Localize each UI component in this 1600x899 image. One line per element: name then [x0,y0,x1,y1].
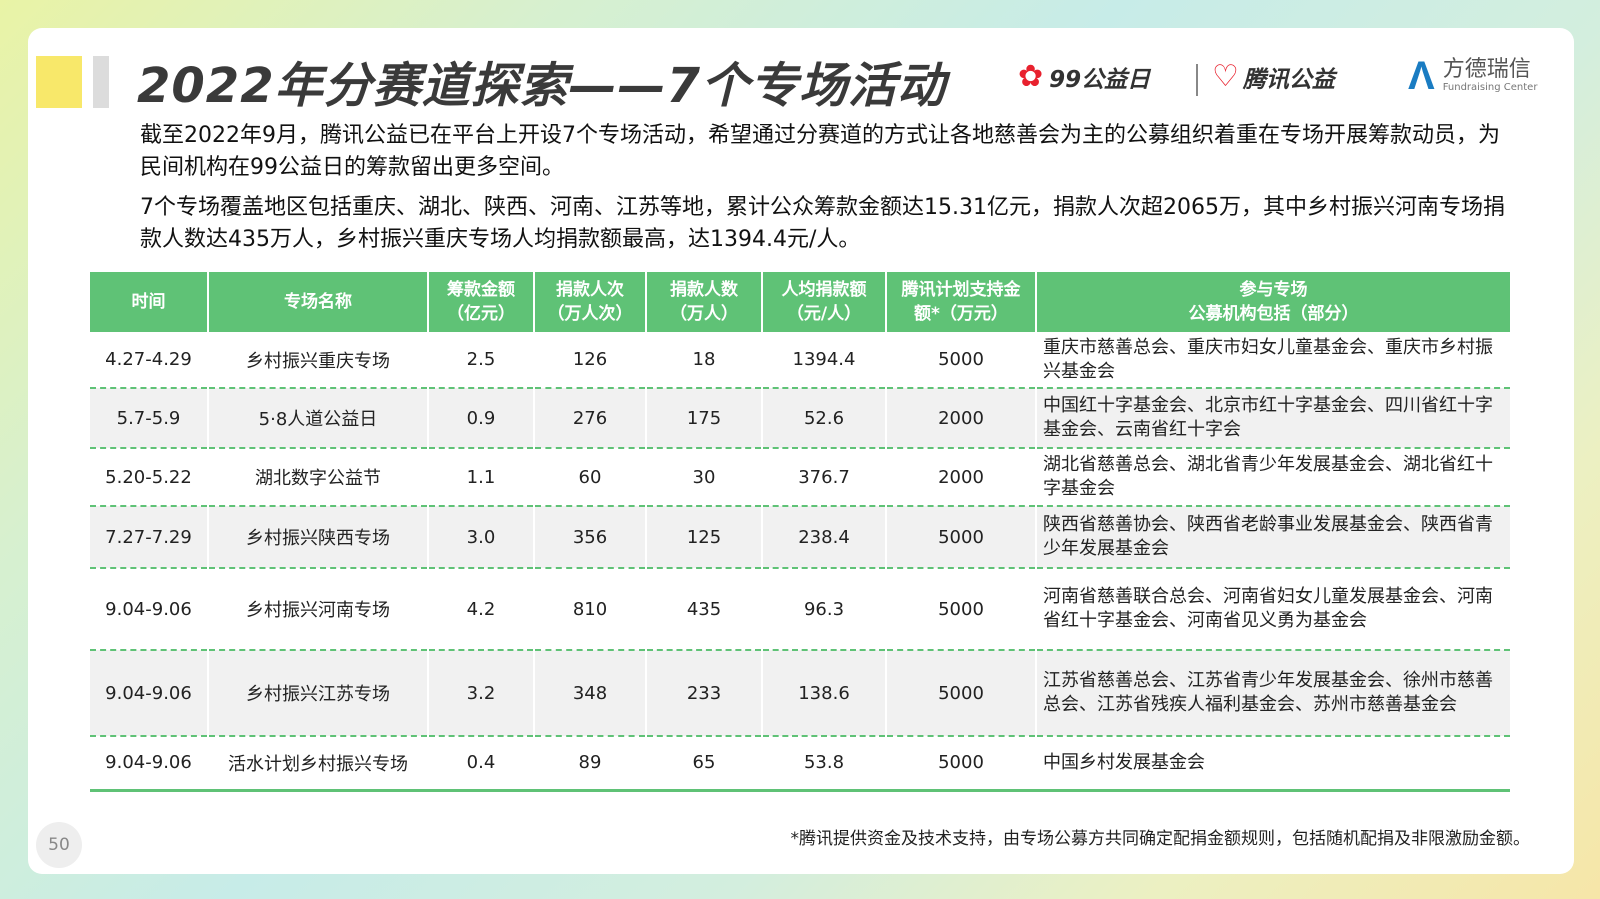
a-logo-icon: Λ [1408,54,1435,98]
cell-donations: 60 [533,448,646,507]
header-name: 专场名称 [207,272,428,332]
cell-time: 9.04-9.06 [90,650,208,737]
logo-fundraising-center: Λ 方德瑞信 Fundraising Center [1408,56,1537,96]
header-per-capita: 人均捐款额 （元/人） [761,272,886,332]
header-donors: 捐款人数 （万人） [645,272,762,332]
cell-orgs: 江苏省慈善总会、江苏省青少年发展基金会、徐州市慈善总会、江苏省残疾人福利基金会、… [1035,650,1510,737]
cell-per-capita: 238.4 [761,506,886,569]
activities-table: 时间 专场名称 筹款金额 （亿元） 捐款人次 （万人次） 捐款人数 （万人） 人… [90,272,1510,792]
cell-donors: 65 [645,736,762,792]
slide-title: 2022年分赛道探索——7个专场活动 [137,58,946,114]
cell-name: 乡村振兴重庆专场 [207,332,428,389]
cell-support: 5000 [885,506,1036,569]
cell-per-capita: 96.3 [761,568,886,651]
table-row: 7.27-7.29 乡村振兴陕西专场 3.0 356 125 238.4 500… [90,506,1510,569]
cell-per-capita: 376.7 [761,448,886,507]
cell-donors: 233 [645,650,762,737]
cell-donors: 175 [645,388,762,449]
cell-donations: 89 [533,736,646,792]
header-amount: 筹款金额 （亿元） [427,272,534,332]
cell-name: 湖北数字公益节 [207,448,428,507]
header-support: 腾讯计划支持金 额*（万元） [885,272,1036,332]
cell-orgs: 中国乡村发展基金会 [1035,736,1510,792]
cell-donations: 356 [533,506,646,569]
logo-99-charity-day: ✿ 99公益日 [1018,60,1150,94]
cell-time: 5.7-5.9 [90,388,208,449]
cell-name: 乡村振兴河南专场 [207,568,428,651]
cell-per-capita: 1394.4 [761,332,886,389]
table-row: 4.27-4.29 乡村振兴重庆专场 2.5 126 18 1394.4 500… [90,332,1510,389]
cell-time: 9.04-9.06 [90,568,208,651]
footnote: *腾讯提供资金及技术支持，由专场公募方共同确定配捐金额规则，包括随机配捐及非限激… [790,829,1531,849]
logo-tencent-text: 腾讯公益 [1242,67,1335,93]
cell-amount: 1.1 [427,448,534,507]
logo-divider [1196,64,1198,96]
cell-name: 活水计划乡村振兴专场 [207,736,428,792]
cell-support: 5000 [885,650,1036,737]
cell-support: 2000 [885,448,1036,507]
cell-name: 乡村振兴江苏专场 [207,650,428,737]
cell-donations: 126 [533,332,646,389]
title-deco-yellow-block [36,56,82,108]
cell-amount: 0.9 [427,388,534,449]
table-header-row: 时间 专场名称 筹款金额 （亿元） 捐款人次 （万人次） 捐款人数 （万人） 人… [90,272,1510,332]
logo-99-text: 99公益日 [1049,67,1151,93]
cell-time: 5.20-5.22 [90,448,208,507]
cell-amount: 4.2 [427,568,534,651]
cell-donations: 348 [533,650,646,737]
cell-support: 5000 [885,568,1036,651]
cell-orgs: 湖北省慈善总会、湖北省青少年发展基金会、湖北省红十字基金会 [1035,448,1510,507]
cell-donors: 435 [645,568,762,651]
page-number: 50 [36,822,82,868]
title-deco-gray-block [93,56,109,108]
cell-support: 5000 [885,736,1036,792]
cell-orgs: 中国红十字基金会、北京市红十字基金会、四川省红十字基金会、云南省红十字会 [1035,388,1510,449]
table-row: 5.20-5.22 湖北数字公益节 1.1 60 30 376.7 2000 湖… [90,448,1510,507]
table-row: 9.04-9.06 乡村振兴江苏专场 3.2 348 233 138.6 500… [90,650,1510,737]
cell-amount: 3.0 [427,506,534,569]
cell-per-capita: 138.6 [761,650,886,737]
cell-orgs: 重庆市慈善总会、重庆市妇女儿童基金会、重庆市乡村振兴基金会 [1035,332,1510,389]
flower-icon: ✿ [1018,59,1044,94]
cell-per-capita: 53.8 [761,736,886,792]
logo-fd-en: Fundraising Center [1442,82,1538,94]
logo-fd-cn: 方德瑞信 [1442,56,1531,82]
cell-donors: 125 [645,506,762,569]
cell-amount: 3.2 [427,650,534,737]
table-row: 5.7-5.9 5·8人道公益日 0.9 276 175 52.6 2000 中… [90,388,1510,449]
heart-icon: ♡ [1212,59,1239,94]
cell-donors: 30 [645,448,762,507]
table-row: 9.04-9.06 乡村振兴河南专场 4.2 810 435 96.3 5000… [90,568,1510,651]
cell-orgs: 河南省慈善联合总会、河南省妇女儿童发展基金会、河南省红十字基金会、河南省见义勇为… [1035,568,1510,651]
cell-donations: 276 [533,388,646,449]
header-orgs: 参与专场 公募机构包括（部分） [1035,272,1510,332]
cell-amount: 0.4 [427,736,534,792]
cell-time: 9.04-9.06 [90,736,208,792]
cell-support: 5000 [885,332,1036,389]
cell-support: 2000 [885,388,1036,449]
header-donations: 捐款人次 （万人次） [533,272,646,332]
logo-tencent-charity: ♡ 腾讯公益 [1212,60,1335,94]
cell-donors: 18 [645,332,762,389]
header-time: 时间 [90,272,208,332]
cell-time: 7.27-7.29 [90,506,208,569]
cell-orgs: 陕西省慈善协会、陕西省老龄事业发展基金会、陕西省青少年发展基金会 [1035,506,1510,569]
cell-name: 5·8人道公益日 [207,388,428,449]
table-row: 9.04-9.06 活水计划乡村振兴专场 0.4 89 65 53.8 5000… [90,736,1510,792]
intro-paragraph-1: 截至2022年9月，腾讯公益已在平台上开设7个专场活动，希望通过分赛道的方式让各… [140,123,1500,180]
cell-amount: 2.5 [427,332,534,389]
intro-paragraph-2: 7个专场覆盖地区包括重庆、湖北、陕西、河南、江苏等地，累计公众筹款金额达15.3… [140,195,1505,252]
cell-donations: 810 [533,568,646,651]
cell-per-capita: 52.6 [761,388,886,449]
cell-name: 乡村振兴陕西专场 [207,506,428,569]
cell-time: 4.27-4.29 [90,332,208,389]
